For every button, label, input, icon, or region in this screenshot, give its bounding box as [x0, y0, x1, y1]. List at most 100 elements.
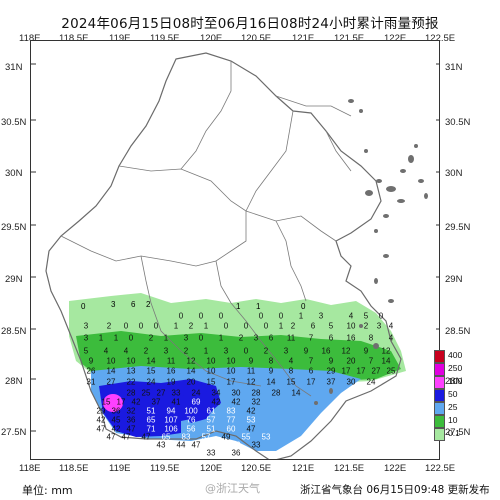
station-value: 9: [303, 346, 309, 356]
y-tick-left: 30.5N: [1, 117, 27, 128]
station-value: 10: [206, 366, 216, 376]
station-value: 0: [178, 311, 184, 321]
station-value: 32: [251, 397, 261, 407]
station-value: 41: [171, 397, 181, 407]
station-value: 19: [166, 377, 176, 387]
station-value: 28: [126, 388, 136, 398]
station-value: 14: [266, 377, 276, 387]
station-value: 4: [123, 346, 129, 356]
y-tick-right: 29.5N: [445, 222, 471, 233]
station-value: 5: [328, 321, 334, 331]
station-value: 34: [211, 388, 221, 398]
x-tick-top: 122.5E: [425, 33, 456, 44]
x-tick-top: 118E: [19, 33, 41, 44]
station-value: 3: [183, 333, 189, 343]
station-value: 2: [183, 346, 189, 356]
legend-item: 50: [434, 389, 464, 402]
station-value: 37: [326, 377, 336, 387]
station-value: 6: [131, 300, 136, 309]
station-value: 0: [138, 321, 144, 331]
station-value: 1: [236, 302, 241, 311]
station-value: 0: [198, 333, 204, 343]
station-value: 47: [106, 432, 116, 442]
station-value: 8: [288, 366, 294, 376]
map-title: 2024年06月15日08时至06月16日08时24小时累计雨量预报: [61, 16, 439, 32]
station-value: 25: [141, 388, 151, 398]
x-tick-bottom: 121E: [292, 463, 315, 474]
station-value: 29: [326, 366, 336, 376]
station-value: 15: [286, 377, 296, 387]
station-value: 12: [186, 356, 196, 366]
station-value: 15: [146, 366, 156, 376]
y-tick-left: 29.5N: [1, 222, 27, 233]
y-tick-right: 28.5N: [445, 326, 471, 337]
station-value: 26: [86, 366, 96, 376]
station-value: 1: [218, 333, 224, 343]
station-value: 3: [223, 346, 229, 356]
y-tick-right: 28N: [445, 376, 463, 387]
legend-swatch: [434, 415, 445, 428]
islands: [314, 99, 428, 405]
station-value: 51: [146, 406, 156, 416]
station-value: 16: [166, 366, 176, 376]
station-value: 0: [378, 311, 384, 321]
station-value: 14: [186, 366, 196, 376]
x-tick-bottom: 120E: [200, 463, 223, 474]
station-value: 6: [328, 333, 334, 343]
station-value: 47: [246, 424, 256, 434]
station-value: 100: [184, 406, 198, 416]
station-value: 33: [171, 388, 181, 398]
station-value: 8: [268, 356, 274, 366]
legend-label: 250: [448, 363, 463, 373]
station-value: 42: [111, 424, 121, 434]
station-value: 9: [268, 366, 274, 376]
station-value: 14: [381, 356, 391, 366]
station-value: 10: [226, 356, 236, 366]
station-value: 15: [101, 397, 111, 407]
legend-swatch: [434, 389, 445, 402]
legend-label: 25: [448, 402, 458, 412]
station-value: 10: [206, 356, 216, 366]
y-tick-right: 30.5N: [445, 117, 471, 128]
station-value: 4: [288, 356, 294, 366]
station-value: 49: [221, 432, 231, 442]
station-value: 65: [161, 432, 171, 442]
station-value: 14: [146, 356, 156, 366]
station-value: 0: [223, 321, 229, 331]
station-value: 0: [243, 321, 249, 331]
y-tick-left: 30N: [5, 168, 23, 179]
station-value: 2: [238, 333, 244, 343]
legend-swatch: [434, 428, 445, 441]
station-value: 77: [226, 415, 236, 425]
station-value: 33: [251, 440, 261, 450]
legend-swatch: [434, 376, 445, 389]
station-value: 4: [348, 311, 354, 321]
station-value: 106: [164, 424, 178, 434]
station-value: 17: [116, 397, 126, 407]
station-value: 14: [106, 366, 116, 376]
x-tick-bottom: 121.5E: [334, 463, 365, 474]
station-value: 0: [81, 302, 86, 311]
station-value: 29: [96, 406, 106, 416]
station-value: 4: [103, 346, 109, 356]
x-tick-top: 119E: [109, 33, 131, 44]
station-value: 2: [263, 346, 269, 356]
station-value: 36: [231, 448, 241, 458]
station-value: 10: [226, 366, 236, 376]
station-value: 0: [263, 321, 269, 331]
station-value: 17: [341, 366, 351, 376]
station-value: 10: [126, 356, 136, 366]
y-tick-left: 28.5N: [1, 326, 27, 337]
station-labels: 0 3 6 2 1 1 0: [81, 300, 306, 311]
station-value: 6: [268, 333, 274, 343]
station-value: 60: [226, 424, 236, 434]
y-tick-left: 28N: [5, 376, 23, 387]
y-tick-right: 31N: [445, 62, 463, 73]
station-value: 0: [218, 311, 224, 321]
x-tick-top: 118.5E: [59, 33, 89, 44]
station-value: 27: [106, 377, 116, 387]
station-value: 31: [86, 377, 96, 387]
legend-swatch: [434, 363, 445, 376]
station-value: 57: [201, 432, 211, 442]
